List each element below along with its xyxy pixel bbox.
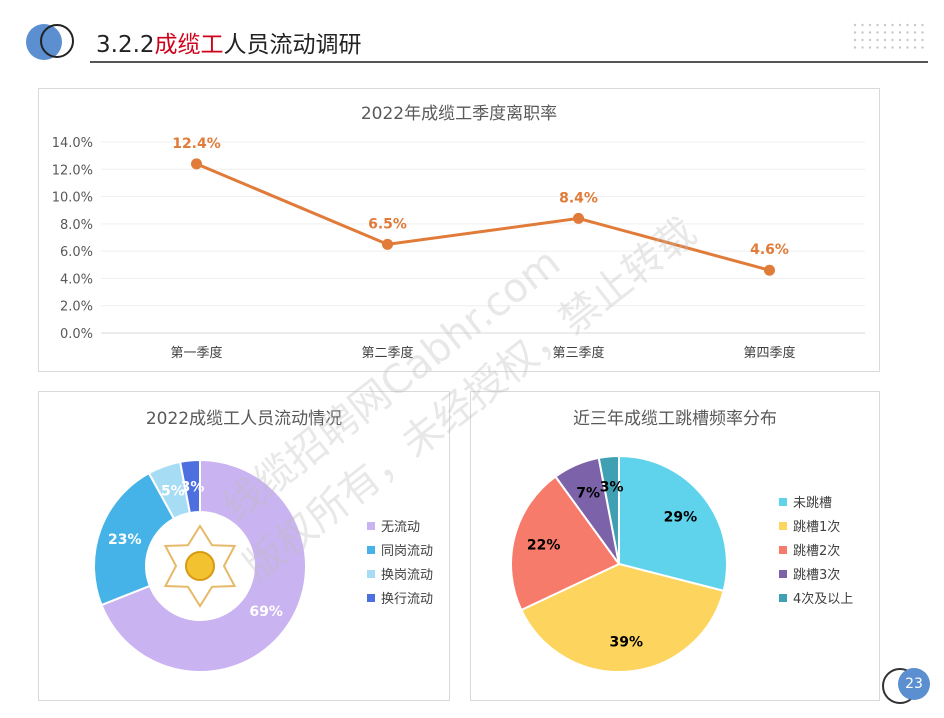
donut-chart: 69% 23% 5%3% bbox=[93, 458, 307, 673]
slice-label: 3% bbox=[600, 480, 624, 496]
pie-slice bbox=[100, 458, 307, 673]
legend-swatch bbox=[367, 522, 375, 530]
line-chart: 0.0% 2.0% 4.0% 6.0% 8.0% 10.0% 12.0% 14.0% 第一季度 第… bbox=[52, 136, 865, 361]
legend-label: 未跳槽 bbox=[793, 496, 833, 511]
data-label: 8.4% bbox=[559, 190, 598, 206]
legend-swatch bbox=[779, 570, 787, 578]
title-highlight: 成缆工 bbox=[154, 32, 224, 58]
legend-label: 同岗流动 bbox=[381, 544, 434, 559]
legend-swatch bbox=[779, 546, 787, 554]
pie-chart: 29% 39% 22% 7% 3% bbox=[510, 454, 728, 673]
legend-label: 跳槽2次 bbox=[793, 544, 841, 559]
slice-label: 5% bbox=[161, 484, 185, 500]
header-divider bbox=[90, 61, 928, 63]
data-point bbox=[764, 264, 775, 276]
slice-label: 22% bbox=[527, 538, 561, 554]
y-tick-label: 4.0% bbox=[60, 272, 93, 287]
page-number-badge: 23 bbox=[882, 666, 930, 706]
legend-item: 4次及以上 bbox=[779, 588, 853, 607]
slide-title: 3.2.2成缆工人员流动调研 bbox=[96, 25, 362, 59]
star-emblem-icon bbox=[163, 524, 237, 608]
legend-swatch bbox=[779, 594, 787, 602]
legend-item: 无流动 bbox=[367, 516, 420, 535]
pie-slice bbox=[93, 471, 176, 607]
pie-slice bbox=[519, 562, 725, 673]
slice-label: 3% bbox=[181, 479, 205, 495]
line-chart-panel: 2022年成缆工季度离职率 0.0% 2.0% 4.0% 6.0% 8.0% 10.0% 1… bbox=[38, 88, 880, 372]
legend-swatch bbox=[367, 594, 375, 602]
title-prefix: 3.2.2 bbox=[96, 32, 155, 58]
y-tick-label: 10.0% bbox=[52, 191, 93, 206]
data-point bbox=[191, 158, 202, 170]
data-point bbox=[382, 238, 393, 250]
pie-slice bbox=[618, 454, 728, 593]
legend-item: 跳槽1次 bbox=[779, 516, 840, 535]
pie-chart-title: 近三年成缆工跳槽频率分布 bbox=[573, 409, 777, 429]
slice-label: 69% bbox=[249, 604, 283, 620]
y-tick-label: 12.0% bbox=[52, 163, 93, 178]
legend-swatch bbox=[779, 498, 787, 506]
pie-slice bbox=[178, 458, 201, 515]
slice-label: 23% bbox=[108, 532, 142, 548]
logo-circles-icon bbox=[26, 22, 86, 62]
series-line bbox=[195, 162, 770, 272]
decorative-dots-icon bbox=[853, 23, 924, 49]
legend-item: 未跳槽 bbox=[779, 492, 832, 511]
donut-chart-title: 2022成缆工人员流动情况 bbox=[145, 409, 343, 429]
x-tick-label: 第二季度 bbox=[361, 345, 413, 361]
data-label: 6.5% bbox=[368, 216, 407, 232]
legend-item: 跳槽3次 bbox=[779, 564, 840, 583]
y-tick-label: 6.0% bbox=[60, 245, 93, 260]
legend-item: 跳槽2次 bbox=[779, 540, 840, 559]
x-tick-label: 第一季度 bbox=[170, 345, 222, 361]
y-tick-label: 0.0% bbox=[60, 327, 93, 342]
legend-label: 跳槽1次 bbox=[793, 520, 841, 535]
legend-swatch bbox=[367, 546, 375, 554]
gold-coin-icon bbox=[185, 551, 215, 581]
data-label: 12.4% bbox=[172, 136, 221, 152]
legend-label: 跳槽3次 bbox=[793, 568, 841, 583]
y-tick-label: 8.0% bbox=[60, 218, 93, 233]
donut-chart-panel: 2022成缆工人员流动情况 69% 23% 5% 3% 无流动同岗流动换岗流动换行流动 bbox=[38, 391, 450, 701]
pie-chart-panel: 近三年成缆工跳槽频率分布 29% 39% 22% 7% 3% 未跳槽跳槽1次跳槽2次跳槽… bbox=[470, 391, 880, 701]
x-tick-label: 第三季度 bbox=[552, 345, 604, 361]
title-suffix: 人员流动调研 bbox=[223, 32, 362, 58]
pie-slice bbox=[510, 475, 621, 612]
legend-item: 换行流动 bbox=[367, 588, 433, 607]
legend-label: 换岗流动 bbox=[381, 568, 434, 583]
legend-label: 换行流动 bbox=[381, 592, 434, 607]
slice-label: 7% bbox=[576, 486, 600, 502]
slice-label: 29% bbox=[664, 509, 698, 525]
y-tick-label: 14.0% bbox=[52, 136, 93, 151]
x-tick-label: 第四季度 bbox=[743, 345, 795, 361]
legend-swatch bbox=[779, 522, 787, 530]
legend-label: 无流动 bbox=[381, 520, 421, 535]
pie-slice bbox=[597, 454, 620, 565]
legend-swatch bbox=[367, 570, 375, 578]
legend-item: 换岗流动 bbox=[367, 564, 433, 583]
slice-label: 39% bbox=[610, 634, 644, 650]
data-point bbox=[573, 212, 584, 224]
legend-label: 4次及以上 bbox=[793, 592, 854, 607]
page-number: 23 bbox=[898, 668, 930, 700]
slide-header: 3.2.2成缆工人员流动调研 bbox=[0, 0, 944, 70]
data-label: 4.6% bbox=[750, 242, 789, 258]
y-tick-label: 2.0% bbox=[60, 300, 93, 315]
line-chart-title: 2022年成缆工季度离职率 bbox=[360, 104, 558, 124]
legend-item: 同岗流动 bbox=[367, 540, 433, 559]
